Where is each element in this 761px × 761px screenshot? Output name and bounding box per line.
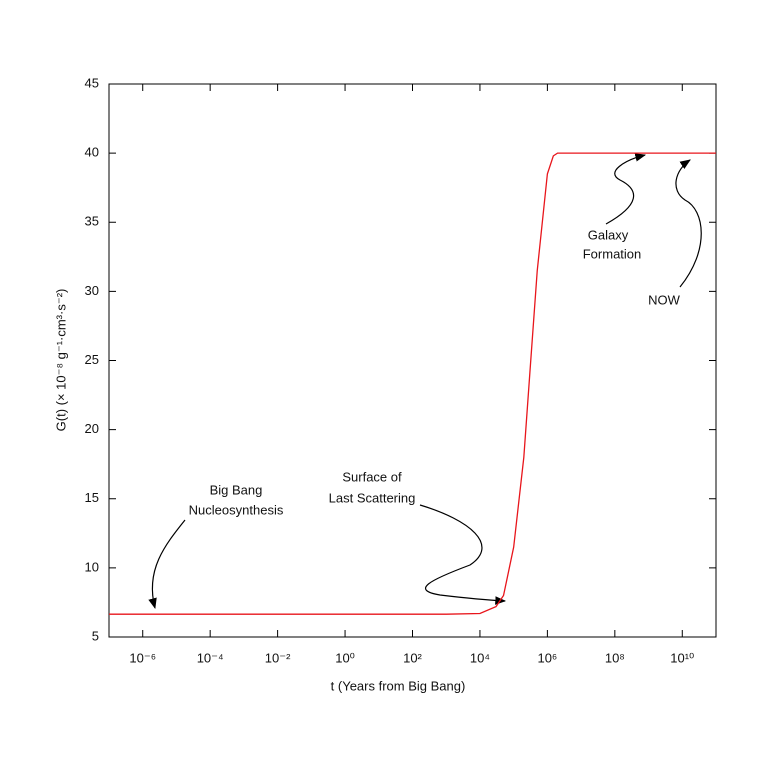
annotation-text: Nucleosynthesis: [189, 502, 284, 517]
y-tick-label: 5: [92, 628, 99, 643]
plot-frame: [108, 83, 717, 638]
annotation-text: Big Bang: [210, 482, 263, 497]
y-tick-label: 10: [85, 559, 99, 574]
y-tick-label: 35: [85, 214, 99, 229]
annotation-arrow: [605, 153, 647, 225]
x-tick-label: 10⁻⁶: [129, 650, 156, 665]
annotation-arrow: [675, 159, 702, 288]
y-tick-label: 25: [85, 352, 99, 367]
x-tick-label: 10²: [403, 650, 422, 665]
data-line: [109, 152, 716, 615]
annotation-arrow: [148, 519, 186, 610]
x-tick-label: 10⁻²: [265, 650, 291, 665]
y-tick-label: 30: [85, 283, 99, 298]
annotation-text: Galaxy: [588, 227, 629, 242]
annotation-text: Formation: [583, 246, 642, 261]
y-tick-label: 20: [85, 421, 99, 436]
y-tick-label: 45: [85, 75, 99, 90]
y-tick-label: 40: [85, 145, 99, 160]
y-tick-label: 15: [85, 490, 99, 505]
x-tick-label: 10⁴: [470, 650, 490, 665]
x-tick-label: 10¹⁰: [670, 650, 694, 665]
x-tick-label: 10⁸: [605, 650, 625, 665]
x-tick-label: 10⁰: [335, 650, 355, 665]
y-axis-label: G(t) (× 10⁻⁸ g⁻¹·cm³·s⁻²): [53, 289, 68, 432]
annotations: Big Bang Nucleosynthesis Surface of Last…: [148, 153, 702, 610]
x-axis-label: t (Years from Big Bang): [331, 678, 466, 693]
annotation-text: Surface of: [342, 469, 402, 484]
annotation-text: Last Scattering: [329, 490, 416, 505]
x-tick-label: 10⁻⁴: [197, 650, 224, 665]
annotation-arrow: [419, 504, 507, 605]
annotation-text: NOW: [648, 292, 681, 307]
x-tick-label: 10⁶: [537, 650, 557, 665]
